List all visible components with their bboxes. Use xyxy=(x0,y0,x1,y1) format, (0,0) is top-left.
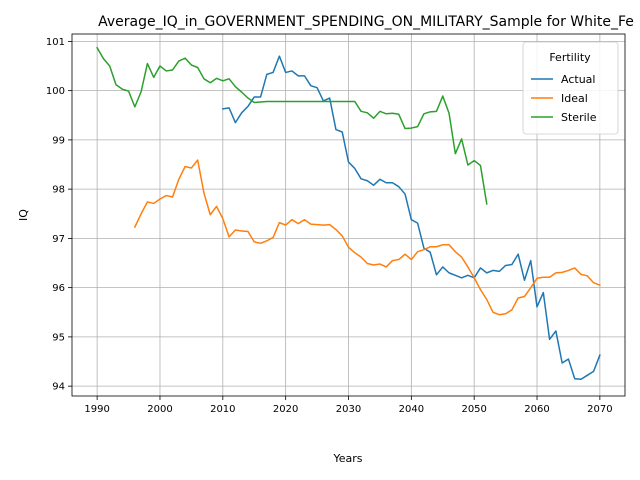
series-layer xyxy=(96,46,601,380)
series-line-actual xyxy=(221,55,601,380)
legend-label-ideal: Ideal xyxy=(561,92,588,105)
x-axis-label: Years xyxy=(332,452,362,465)
y-tick-label: 95 xyxy=(52,332,65,343)
legend-entries: Actual Ideal Sterile xyxy=(531,73,597,124)
x-tick-label: 1990 xyxy=(84,404,109,415)
x-tick-label: 2070 xyxy=(587,404,612,415)
legend-label-actual: Actual xyxy=(561,73,595,86)
x-tick-label: 2040 xyxy=(399,404,424,415)
x-tick-label: 2020 xyxy=(273,404,298,415)
legend-box xyxy=(522,41,619,135)
y-tick-label: 101 xyxy=(46,37,65,48)
legend: Fertility Actual Ideal Sterile xyxy=(522,41,619,135)
y-axis: 94 95 96 97 98 99 100 101 xyxy=(46,37,72,393)
legend-title: Fertility xyxy=(549,51,591,64)
grid xyxy=(72,34,625,396)
y-tick-label: 99 xyxy=(52,135,65,146)
y-tick-label: 96 xyxy=(52,283,65,294)
x-tick-label: 2050 xyxy=(461,404,486,415)
x-axis: 1990 2000 2010 2020 2030 2040 2050 2060 2070 xyxy=(84,396,613,415)
y-tick-label: 100 xyxy=(46,86,65,97)
y-axis-label: IQ xyxy=(17,209,30,221)
y-tick-label: 97 xyxy=(52,234,65,245)
chart-title: Average_IQ_in_GOVERNMENT_SPENDING_ON_MIL… xyxy=(98,14,634,30)
x-tick-label: 2060 xyxy=(524,404,549,415)
series-line-ideal xyxy=(133,159,601,316)
y-tick-label: 94 xyxy=(52,382,65,393)
x-tick-label: 2000 xyxy=(147,404,172,415)
x-tick-label: 2030 xyxy=(336,404,361,415)
legend-label-sterile: Sterile xyxy=(561,111,597,124)
y-tick-label: 98 xyxy=(52,185,65,196)
series-line-sterile xyxy=(96,46,488,205)
x-tick-label: 2010 xyxy=(210,404,235,415)
